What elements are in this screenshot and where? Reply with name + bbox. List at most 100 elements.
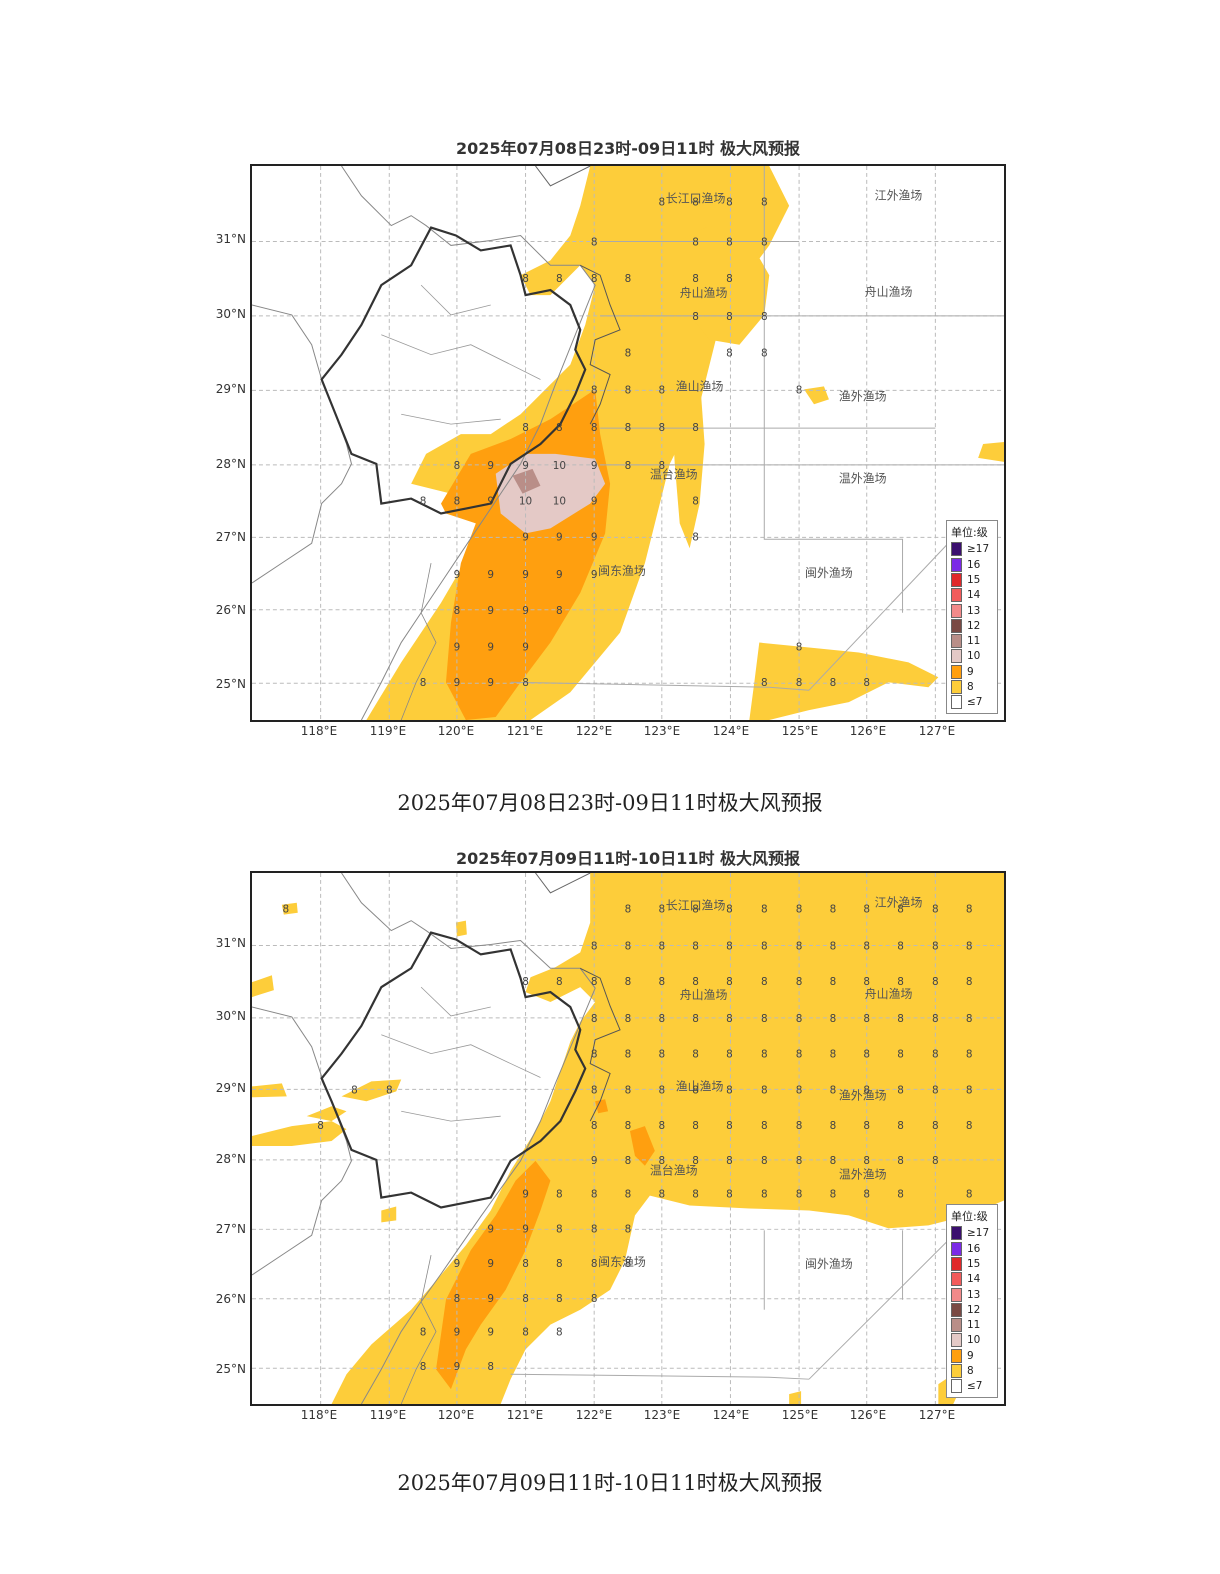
- legend-label: 11: [967, 1319, 981, 1332]
- legend-swatch: [951, 649, 962, 664]
- svg-text:9: 9: [522, 531, 529, 543]
- legend-label: 14: [967, 589, 981, 602]
- legend-label: 10: [967, 650, 981, 663]
- fishing-ground-label: 闽东渔场: [598, 564, 646, 578]
- legend-label: 12: [967, 1303, 981, 1316]
- svg-text:8: 8: [897, 1013, 904, 1025]
- svg-text:8: 8: [932, 940, 939, 952]
- svg-text:8: 8: [897, 976, 904, 988]
- legend-label: ≥17: [967, 1227, 990, 1240]
- map2-title: 2025年07月09日11时-10日11时 极大风预报: [455, 849, 801, 868]
- svg-text:8: 8: [761, 1155, 768, 1167]
- svg-text:9: 9: [487, 496, 494, 508]
- svg-text:8: 8: [830, 1013, 837, 1025]
- svg-text:8: 8: [796, 384, 803, 396]
- wind-area-grade8: [749, 642, 939, 720]
- legend-label: 12: [967, 619, 981, 632]
- map1-caption: 2025年07月08日23时-09日11时极大风预报: [397, 791, 823, 815]
- svg-text:8: 8: [591, 384, 598, 396]
- legend-item: ≥17: [951, 1226, 993, 1241]
- legend-item: 8: [951, 1363, 993, 1379]
- lat-label: 25°N: [215, 677, 246, 691]
- legend-swatch: [951, 695, 962, 710]
- legend-swatch: [951, 1333, 962, 1348]
- map1-canvas: 长江口渔场 江外渔场 舟山渔场 舟山渔场 渔山渔场 渔外渔场 温台渔场 温外渔场…: [252, 166, 1004, 720]
- svg-text:8: 8: [863, 1120, 870, 1132]
- lat-label: 30°N: [215, 1009, 246, 1023]
- fishing-ground-label: 温台渔场: [650, 1164, 698, 1178]
- legend-swatch: [951, 588, 962, 603]
- svg-text:8: 8: [726, 1013, 733, 1025]
- svg-text:8: 8: [932, 976, 939, 988]
- svg-text:8: 8: [726, 1189, 733, 1201]
- svg-text:8: 8: [761, 197, 768, 209]
- svg-text:8: 8: [761, 940, 768, 952]
- legend-label: 8: [967, 1365, 974, 1378]
- svg-text:8: 8: [692, 1155, 699, 1167]
- svg-text:8: 8: [897, 940, 904, 952]
- svg-text:8: 8: [591, 976, 598, 988]
- legend-label: 15: [967, 573, 981, 586]
- svg-text:8: 8: [522, 1327, 529, 1339]
- svg-text:9: 9: [556, 531, 563, 543]
- svg-text:8: 8: [658, 904, 665, 916]
- svg-text:8: 8: [420, 1361, 427, 1373]
- svg-text:8: 8: [761, 1049, 768, 1061]
- fishing-ground-label: 闽东渔场: [598, 1255, 646, 1269]
- lon-label: 126°E: [849, 1408, 887, 1422]
- fishing-ground-label: 舟山渔场: [865, 987, 913, 1001]
- lat-label: 28°N: [215, 1152, 246, 1166]
- svg-text:8: 8: [658, 976, 665, 988]
- svg-text:8: 8: [591, 1084, 598, 1096]
- wind-area-grade8: [252, 975, 274, 998]
- grade-marks: 8 8 8 8 8 8 8 8 8 8 8 8 8 8 8 8 8 8 8 8 8 8 8 8 8 8 8 8 8 8 8 9 9…: [420, 197, 870, 690]
- svg-text:8: 8: [454, 496, 461, 508]
- svg-text:8: 8: [522, 1258, 529, 1270]
- svg-text:8: 8: [692, 904, 699, 916]
- lon-label: 125°E: [781, 1408, 819, 1422]
- svg-text:8: 8: [830, 904, 837, 916]
- svg-text:8: 8: [726, 348, 733, 360]
- svg-text:8: 8: [625, 348, 632, 360]
- legend-item: 11: [951, 1318, 993, 1333]
- wind-area-grade11: [512, 468, 541, 494]
- svg-text:9: 9: [522, 1189, 529, 1201]
- legend-label: 13: [967, 1288, 981, 1301]
- svg-text:8: 8: [522, 1293, 529, 1305]
- svg-text:8: 8: [282, 904, 289, 916]
- legend-item: 10: [951, 1333, 993, 1348]
- map1-frame: 长江口渔场 江外渔场 舟山渔场 舟山渔场 渔山渔场 渔外渔场 温台渔场 温外渔场…: [250, 164, 1006, 722]
- lon-label: 121°E: [506, 1408, 544, 1422]
- svg-text:8: 8: [625, 1120, 632, 1132]
- legend-label: ≥17: [967, 543, 990, 556]
- fishing-ground-label: 舟山渔场: [680, 286, 728, 300]
- svg-text:8: 8: [830, 1120, 837, 1132]
- svg-text:8: 8: [420, 677, 427, 689]
- legend-label: 14: [967, 1273, 981, 1286]
- svg-text:8: 8: [726, 197, 733, 209]
- svg-text:8: 8: [932, 1155, 939, 1167]
- svg-text:8: 8: [897, 1155, 904, 1167]
- legend-swatch: [951, 1287, 962, 1302]
- svg-text:8: 8: [591, 236, 598, 248]
- svg-text:8: 8: [863, 904, 870, 916]
- legend-swatch: [951, 542, 962, 557]
- legend-label: 11: [967, 635, 981, 648]
- svg-text:9: 9: [591, 496, 598, 508]
- svg-text:8: 8: [726, 1155, 733, 1167]
- lon-label: 125°E: [781, 724, 819, 738]
- svg-text:9: 9: [591, 1155, 598, 1167]
- lon-label: 123°E: [643, 1408, 681, 1422]
- lon-label: 121°E: [506, 724, 544, 738]
- legend-item: 16: [951, 1241, 993, 1256]
- svg-text:8: 8: [761, 976, 768, 988]
- grade-marks: 8 8 8 8 8 8 8 8 8 8 8 8 8 8 8 8 8 8 8 8 8 8 8 8 8 8 8 8 8 8 8 8 8 8 8 8 8…: [282, 904, 972, 1374]
- lon-label: 119°E: [369, 724, 407, 738]
- legend-swatch: [951, 1226, 962, 1241]
- wind-area-grade8: [281, 902, 298, 915]
- svg-text:9: 9: [591, 460, 598, 472]
- map2-legend: 单位:级 ≥17 16 15 14 13 12 11 10 9 8 ≤7: [946, 1203, 998, 1398]
- map2-frame: 长江口渔场 江外渔场 舟山渔场 舟山渔场 渔山渔场 渔外渔场 温台渔场 温外渔场…: [250, 871, 1006, 1406]
- svg-text:8: 8: [591, 1120, 598, 1132]
- legend-item: ≤7: [951, 695, 993, 710]
